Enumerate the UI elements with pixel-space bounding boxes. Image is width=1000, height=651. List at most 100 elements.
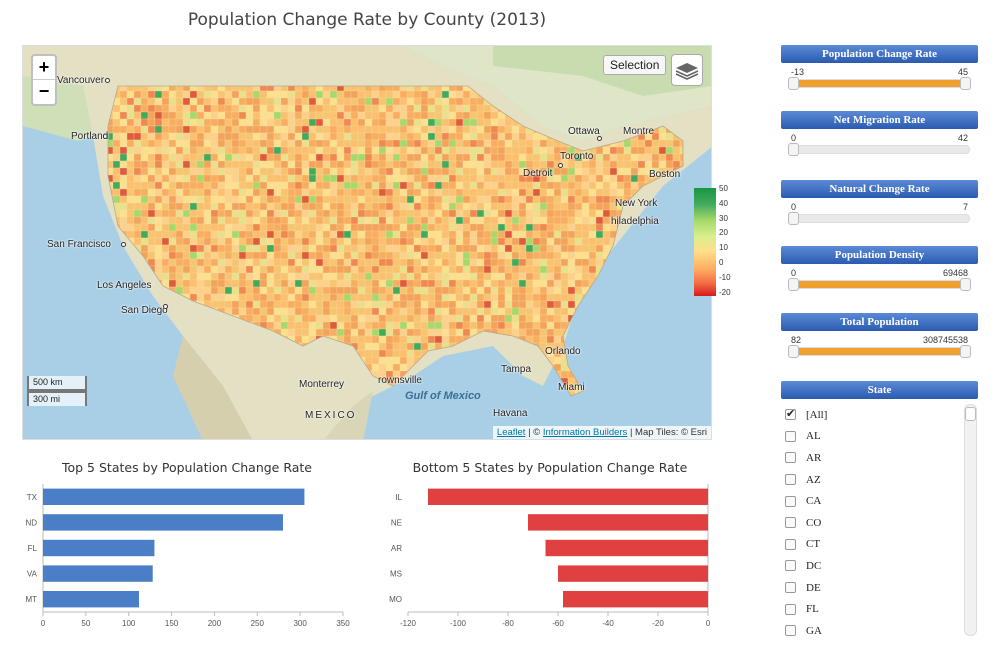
net-migration-rate-range-labels: 0 42 xyxy=(781,133,978,145)
top-chart-bar-va[interactable] xyxy=(43,565,153,582)
checkbox[interactable] xyxy=(785,603,796,615)
information-builders-link[interactable]: Information Builders xyxy=(542,427,628,438)
population-change-rate-slider[interactable] xyxy=(788,77,971,90)
state-option[interactable]: DE xyxy=(785,577,955,599)
leaflet-link[interactable]: Leaflet xyxy=(496,427,526,438)
checkbox[interactable] xyxy=(785,560,796,572)
state-list-scrollbar[interactable] xyxy=(964,404,977,636)
population-change-rate-max: 45 xyxy=(957,67,968,77)
top-states-bar-chart: TX ND FL VA MT 0 50 100 150 200 250 300 350 xyxy=(25,484,350,628)
legend-tick: -20 xyxy=(719,287,731,297)
net-migration-rate-min: 0 xyxy=(791,133,797,143)
checkbox[interactable] xyxy=(785,517,796,529)
map-label-san-diego: San Diego xyxy=(121,305,168,316)
bottom-states-bar-chart: IL NE AR MS MO -120 -100 -80 -60 -40 -20 0 xyxy=(389,484,711,628)
bottom-chart-bar-il[interactable] xyxy=(428,488,708,505)
map-label-detroit: Detroit xyxy=(523,168,553,179)
checkbox[interactable] xyxy=(785,407,796,421)
bottom-chart-x-tick-label: -120 xyxy=(400,619,417,628)
net-migration-rate-min-handle[interactable] xyxy=(788,143,799,156)
zoom-in-button[interactable]: + xyxy=(33,56,55,80)
checkbox[interactable] xyxy=(785,495,796,507)
bottom-chart-bar-ar[interactable] xyxy=(545,539,709,557)
state-option[interactable]: AR xyxy=(785,447,955,469)
checkbox[interactable] xyxy=(785,452,796,464)
total-population-min-handle[interactable] xyxy=(788,345,799,358)
total-population-max-handle[interactable] xyxy=(960,345,971,358)
zoom-out-button[interactable]: − xyxy=(38,81,50,101)
checkbox[interactable] xyxy=(785,474,796,486)
population-density-range-labels: 0 69468 xyxy=(781,268,978,280)
natural-change-rate-header: Natural Change Rate xyxy=(781,180,978,198)
choropleth-map[interactable]: Vancouver Portland San Francisco Los Ang… xyxy=(22,45,712,440)
state-option[interactable]: FL xyxy=(785,598,955,620)
population-change-rate-range-fill xyxy=(796,80,963,87)
checkbox[interactable] xyxy=(785,582,796,594)
population-change-rate-max-handle[interactable] xyxy=(960,77,971,90)
checkbox[interactable] xyxy=(785,625,796,637)
scale-bar-mi: 300 mi xyxy=(27,391,87,406)
attribution-separator: | © xyxy=(525,427,543,438)
state-option[interactable]: CA xyxy=(785,490,955,512)
population-density-max-handle[interactable] xyxy=(960,278,971,291)
bottom-chart-title: Bottom 5 States by Population Change Rat… xyxy=(412,460,688,475)
layers-button[interactable] xyxy=(671,54,703,86)
bottom-chart-bar-ne[interactable] xyxy=(528,514,708,531)
top-chart-bar-fl[interactable] xyxy=(43,539,155,557)
layers-icon xyxy=(675,63,699,80)
top-chart-category-label: TX xyxy=(27,493,38,502)
population-change-rate-min-handle[interactable] xyxy=(788,77,799,90)
population-change-rate-range-labels: -13 45 xyxy=(781,67,978,79)
population-density-slider[interactable] xyxy=(788,278,971,291)
scrollbar-thumb[interactable] xyxy=(965,407,976,421)
total-population-filter: Total Population 82 308745538 xyxy=(781,313,978,358)
state-option[interactable]: CO xyxy=(785,512,955,534)
bottom-chart-x-tick-label: -40 xyxy=(602,619,614,628)
state-option[interactable]: AL xyxy=(785,426,955,448)
legend-tick: 20 xyxy=(719,228,728,238)
state-option[interactable]: DC xyxy=(785,555,955,577)
map-label-mexico: MEXICO xyxy=(305,410,357,421)
state-option-label: GA xyxy=(806,624,822,637)
map-label-san-francisco: San Francisco xyxy=(47,239,111,250)
bottom-chart-category-label: MS xyxy=(390,570,402,579)
net-migration-rate-slider[interactable] xyxy=(788,143,970,156)
color-legend-gradient xyxy=(694,188,716,296)
selection-button[interactable]: Selection xyxy=(603,55,667,75)
natural-change-rate-slider[interactable] xyxy=(788,212,970,225)
bottom-chart-x-tick-label: -80 xyxy=(502,619,514,628)
top-chart-bar-mt[interactable] xyxy=(43,591,139,608)
state-option[interactable]: CT xyxy=(785,534,955,556)
map-label-montreal: Montre xyxy=(623,126,655,137)
bottom-chart-x-tick-label: -20 xyxy=(652,619,664,628)
total-population-range-fill xyxy=(796,348,963,355)
state-option-label: AZ xyxy=(806,473,821,486)
bottom-chart-bar-mo[interactable] xyxy=(563,591,708,608)
population-density-min: 0 xyxy=(791,268,797,278)
bottom-chart-category-label: IL xyxy=(395,493,402,502)
checkbox[interactable] xyxy=(785,430,796,442)
color-legend: 50 40 30 20 10 0 -10 -20 xyxy=(694,184,734,298)
population-density-max: 69468 xyxy=(942,268,968,278)
state-option-label: CO xyxy=(806,516,822,529)
state-option[interactable]: GA xyxy=(785,620,955,642)
total-population-min: 82 xyxy=(791,335,802,345)
population-density-min-handle[interactable] xyxy=(788,278,799,291)
map-label-miami: Miami xyxy=(558,382,585,393)
bottom-chart-bar-ms[interactable] xyxy=(558,565,708,582)
map-canvas[interactable] xyxy=(23,46,712,440)
top-chart-x-tick-label: 300 xyxy=(293,619,307,628)
top-chart-x-tick-label: 350 xyxy=(336,619,350,628)
state-option[interactable]: AZ xyxy=(785,469,955,491)
top-chart-category-label: MT xyxy=(25,595,37,604)
top-chart-bar-tx[interactable] xyxy=(43,488,305,505)
checkbox[interactable] xyxy=(785,538,796,550)
state-option[interactable]: [All] xyxy=(785,404,955,426)
bottom-chart-category-label: MO xyxy=(389,595,402,604)
top-chart-bar-nd[interactable] xyxy=(43,514,283,531)
top-chart-category-label: FL xyxy=(28,544,38,553)
total-population-slider[interactable] xyxy=(788,345,971,358)
scale-bar-km: 500 km xyxy=(27,376,87,391)
map-attribution: Leaflet | © Information Builders | Map T… xyxy=(492,426,711,439)
natural-change-rate-min-handle[interactable] xyxy=(788,212,799,225)
